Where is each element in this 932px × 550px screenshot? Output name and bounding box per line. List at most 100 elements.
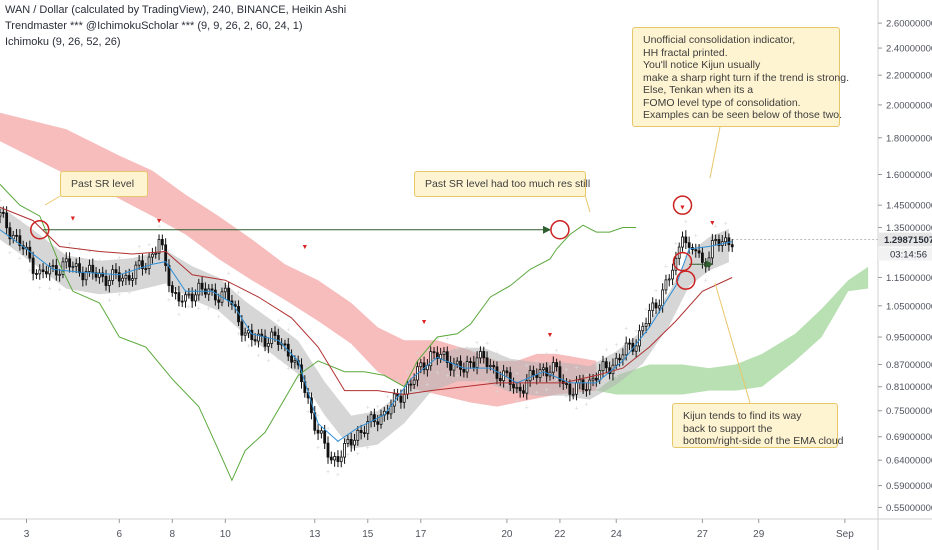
candle-body bbox=[465, 361, 469, 373]
candle-body bbox=[399, 395, 403, 403]
candle-body bbox=[472, 361, 476, 368]
fractal-marker: + bbox=[475, 340, 479, 347]
trendmaster-legend[interactable]: Trendmaster *** @IchimokuScholar *** (9,… bbox=[5, 20, 303, 32]
candle-body bbox=[117, 272, 121, 282]
annotation-line: bottom/right-side of the EMA cloud bbox=[683, 435, 844, 447]
fractal-marker: + bbox=[147, 280, 151, 287]
candle-body bbox=[160, 239, 164, 246]
candle-body bbox=[568, 383, 572, 395]
candle-body bbox=[714, 239, 718, 241]
candle bbox=[363, 425, 366, 438]
candle-body bbox=[485, 357, 489, 367]
candle bbox=[174, 286, 178, 300]
candle-body bbox=[406, 383, 409, 395]
candle-body bbox=[18, 235, 22, 247]
candle-body bbox=[164, 244, 168, 266]
candle bbox=[730, 239, 734, 253]
fractal-marker: + bbox=[58, 258, 62, 265]
annotation-line: back to support the bbox=[683, 422, 773, 435]
candle-body bbox=[724, 237, 727, 243]
candle-body bbox=[412, 379, 416, 385]
candle: ++ bbox=[147, 242, 151, 287]
candle-body bbox=[329, 456, 333, 461]
candle-body bbox=[575, 382, 578, 395]
annotation-line: Past SR level had too much res still bbox=[425, 178, 591, 190]
candle-body bbox=[667, 278, 671, 281]
candle-body bbox=[687, 242, 691, 248]
candle bbox=[131, 272, 134, 287]
fractal-marker: + bbox=[614, 342, 618, 349]
candle bbox=[429, 346, 433, 371]
candle-body bbox=[628, 342, 631, 345]
candle bbox=[479, 346, 482, 364]
candle-body bbox=[657, 305, 661, 309]
candle-body bbox=[445, 351, 449, 364]
candle-body bbox=[107, 280, 111, 286]
candle-body bbox=[525, 380, 529, 394]
x-tick-label: 6 bbox=[116, 529, 122, 540]
fractal-marker: + bbox=[256, 318, 260, 325]
annotation-consolidation[interactable]: Unofficial consolidation indicator, HH f… bbox=[632, 27, 849, 127]
fractal-marker: + bbox=[604, 378, 608, 385]
candle bbox=[522, 384, 525, 398]
candle bbox=[101, 266, 105, 283]
candle-body bbox=[376, 421, 380, 425]
candle-body bbox=[479, 351, 482, 359]
candle: ++ bbox=[316, 413, 320, 452]
fractal-marker: + bbox=[674, 280, 678, 287]
fractal-marker: + bbox=[58, 287, 62, 294]
candle bbox=[240, 315, 244, 342]
callout-pointer bbox=[584, 194, 591, 213]
fractal-marker: + bbox=[306, 409, 310, 416]
candle bbox=[551, 356, 555, 380]
fractal-marker: + bbox=[177, 275, 181, 282]
candle-body bbox=[349, 439, 353, 446]
candle: ++ bbox=[565, 367, 569, 401]
candle-body bbox=[147, 256, 151, 269]
annotation-past-sr-res[interactable]: Past SR level had too much res still bbox=[414, 171, 591, 197]
fractal-marker: + bbox=[177, 311, 181, 318]
candle-body bbox=[558, 366, 562, 382]
candle-body bbox=[581, 379, 585, 391]
candle-body bbox=[326, 442, 330, 458]
y-tick-label: 0.95000000 bbox=[886, 333, 932, 344]
candle-body bbox=[535, 374, 539, 378]
candle-body bbox=[505, 370, 509, 374]
candle-body bbox=[512, 383, 515, 389]
fractal-marker: + bbox=[87, 282, 91, 289]
fractal-marker: + bbox=[654, 319, 658, 326]
candle-body bbox=[664, 279, 668, 291]
candle: ++ bbox=[18, 218, 22, 263]
candle-body bbox=[247, 329, 250, 334]
ichimoku-legend[interactable]: Ichimoku (9, 26, 52, 26) bbox=[5, 36, 121, 48]
annotation-past-sr[interactable]: Past SR level bbox=[60, 171, 148, 197]
candle bbox=[409, 378, 413, 392]
candle: ++ bbox=[326, 425, 330, 475]
candle: ++ bbox=[714, 223, 718, 257]
candle-body bbox=[336, 456, 340, 462]
candle bbox=[343, 438, 346, 464]
fractal-marker: + bbox=[584, 372, 588, 379]
candle-body bbox=[409, 383, 413, 386]
candle-body bbox=[114, 269, 118, 274]
candle bbox=[462, 362, 466, 378]
fractal-marker: + bbox=[28, 230, 32, 237]
fractal-marker: + bbox=[48, 252, 52, 259]
candle bbox=[194, 289, 197, 307]
candle-body bbox=[0, 212, 2, 217]
candle-body bbox=[243, 332, 247, 336]
candle: ++ bbox=[654, 288, 658, 326]
kumo-bearish-cloud bbox=[0, 112, 597, 407]
candle-body bbox=[435, 352, 439, 359]
candle bbox=[518, 383, 522, 398]
annotation-kijun-support[interactable]: Kijun tends to find its way back to supp… bbox=[672, 403, 844, 448]
candle-body bbox=[459, 360, 462, 370]
fractal-marker: + bbox=[286, 366, 290, 373]
candle-body bbox=[250, 329, 254, 341]
fractal-marker: + bbox=[227, 270, 231, 277]
candle-body bbox=[323, 430, 327, 444]
candle-body bbox=[545, 367, 549, 377]
fractal-marker: + bbox=[117, 255, 121, 262]
candle bbox=[253, 333, 257, 346]
